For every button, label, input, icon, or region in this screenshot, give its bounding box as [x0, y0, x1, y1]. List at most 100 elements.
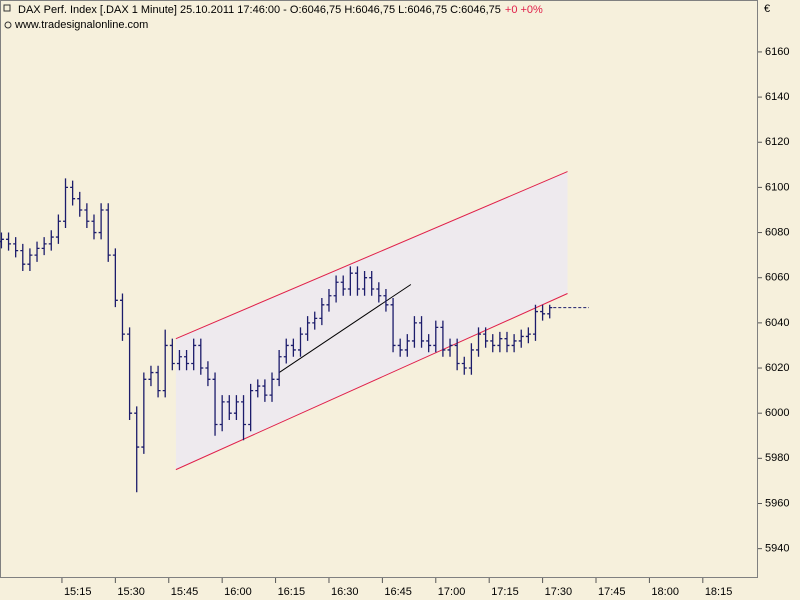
- plot-frame: [0, 0, 758, 578]
- x-tick-label: 15:15: [64, 586, 92, 598]
- ohlc-bar: [205, 361, 211, 387]
- ohlc-bar: [497, 331, 503, 353]
- ohlc-bar: [148, 365, 154, 387]
- source-icon: [4, 21, 12, 29]
- ohlc-bar: [547, 304, 553, 319]
- ohlc-bar: [468, 343, 474, 375]
- ohlc-bar: [134, 406, 140, 493]
- ohlc-bar: [354, 266, 360, 296]
- ohlc-bar: [326, 289, 332, 312]
- ohlc-bar: [511, 334, 517, 353]
- channel-fill: [175, 171, 568, 470]
- y-tick-label: 6100: [765, 181, 789, 193]
- y-tick-label: 5940: [765, 543, 789, 555]
- x-tick-label: 15:45: [171, 586, 199, 598]
- ohlc-bar: [269, 372, 275, 402]
- ohlc-bar: [198, 338, 204, 375]
- ohlc-bar: [55, 214, 61, 244]
- ohlc-bar: [63, 178, 69, 229]
- ohlc-bar: [369, 270, 375, 296]
- ohlc-bar: [454, 338, 460, 371]
- ohlc-bar: [155, 365, 161, 398]
- x-tick-label: 17:15: [491, 586, 519, 598]
- y-tick-label: 6040: [765, 317, 789, 329]
- ohlc-bar: [176, 349, 182, 371]
- ohlc-bar: [518, 329, 524, 348]
- ohlc-bar: [447, 338, 453, 357]
- y-tick-label: 6140: [765, 91, 789, 103]
- ohlc-bar: [119, 293, 125, 341]
- ohlc-bar: [312, 311, 318, 330]
- ohlc-bar: [241, 395, 247, 441]
- ohlc-bar: [532, 304, 538, 341]
- x-tick-label: 16:30: [331, 586, 359, 598]
- ohlc-bar: [504, 331, 510, 353]
- ohlc-bar: [98, 203, 104, 240]
- y-tick-label: 6020: [765, 362, 789, 374]
- ohlc-bar: [476, 327, 482, 357]
- ohlc-bar: [41, 237, 47, 256]
- ohlc-bar: [440, 320, 446, 357]
- x-tick-label: 16:00: [224, 586, 252, 598]
- ohlc-bar: [276, 349, 282, 387]
- x-tick-label: 17:30: [545, 586, 573, 598]
- x-tick-label: 17:45: [598, 586, 626, 598]
- ohlc-bar: [419, 316, 425, 348]
- trendline: [278, 284, 412, 373]
- y-tick-label: 6080: [765, 226, 789, 238]
- ohlc-bar: [433, 320, 439, 353]
- ohlc-bar: [340, 275, 346, 296]
- ohlc-bar: [383, 289, 389, 312]
- x-tick-label: 17:00: [438, 586, 466, 598]
- ohlc-bar: [483, 327, 489, 348]
- ohlc-bar: [333, 275, 339, 303]
- ohlc-bar: [461, 356, 467, 375]
- y-tick-label: 6120: [765, 136, 789, 148]
- change-label: +0 +0%: [505, 4, 543, 16]
- x-tick-label: 15:30: [117, 586, 145, 598]
- ohlc-bar: [0, 232, 4, 249]
- ohlc-bar: [191, 338, 197, 371]
- ohlc-bar: [6, 232, 12, 251]
- ohlc-bar: [84, 203, 90, 229]
- x-tick-label: 16:45: [384, 586, 412, 598]
- ohlc-bar: [127, 327, 133, 420]
- chart-title: DAX Perf. Index [.DAX 1 Minute] 25.10.20…: [18, 4, 501, 16]
- ohlc-bar: [212, 372, 218, 436]
- ohlc-bar: [362, 270, 368, 296]
- ohlc-bar: [162, 329, 168, 398]
- y-tick-label: 5980: [765, 452, 789, 464]
- channel-lower: [175, 293, 568, 471]
- ohlc-bar: [297, 327, 303, 357]
- ohlc-bar: [219, 395, 225, 432]
- ohlc-bar: [404, 334, 410, 357]
- ohlc-bar: [91, 214, 97, 240]
- ohlc-bar: [169, 338, 175, 371]
- ohlc-bar: [426, 334, 432, 353]
- ohlc-bar: [70, 180, 76, 206]
- y-tick-label: 5960: [765, 497, 789, 509]
- ohlc-bar: [34, 241, 40, 262]
- header-box: [3, 4, 11, 12]
- channel-upper: [175, 171, 568, 340]
- source-label: www.tradesignalonline.com: [14, 19, 148, 31]
- ohlc-bar: [48, 230, 54, 251]
- ohlc-bar: [112, 248, 118, 308]
- ohlc-bar: [77, 191, 83, 217]
- ohlc-bar: [20, 243, 26, 271]
- ohlc-bar: [226, 395, 232, 420]
- x-tick-label: 18:00: [651, 586, 679, 598]
- y-tick-label: 6000: [765, 407, 789, 419]
- ohlc-bar: [27, 248, 33, 271]
- ohlc-bar: [347, 266, 353, 296]
- ohlc-bar: [262, 379, 268, 402]
- ohlc-bar: [376, 282, 382, 303]
- ohlc-bar: [248, 383, 254, 432]
- ohlc-bar: [305, 316, 311, 341]
- ohlc-bar: [184, 349, 190, 371]
- ohlc-bar: [319, 298, 325, 326]
- ohlc-bar: [233, 395, 239, 420]
- y-tick-label: 6060: [765, 272, 789, 284]
